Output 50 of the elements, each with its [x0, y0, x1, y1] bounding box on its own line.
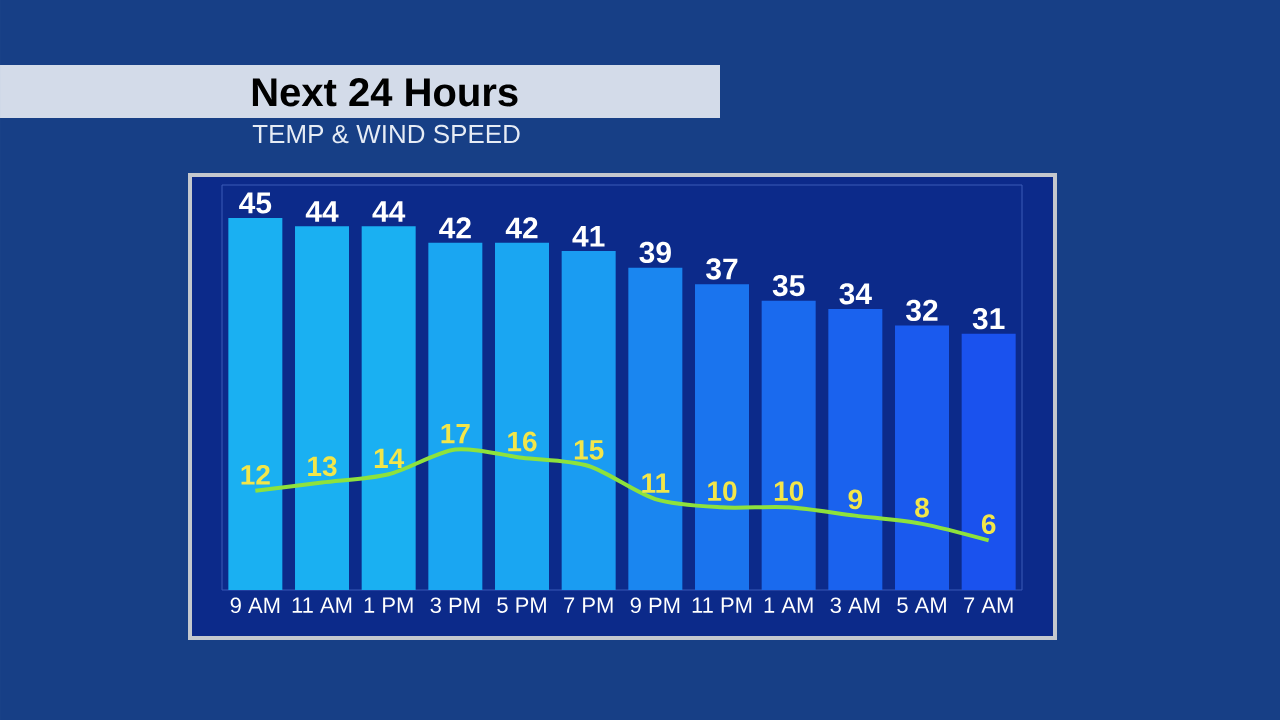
bar [695, 284, 750, 590]
bar [961, 333, 1016, 590]
chart-subtitle: TEMP & WIND SPEED [252, 124, 520, 144]
data-label: 32 [906, 299, 938, 321]
bar [761, 300, 816, 590]
data-label: 45 [239, 192, 272, 214]
x-tick-label: 1 AM [764, 597, 813, 613]
data-label: 41 [572, 225, 605, 247]
x-tick-label: 5 PM [497, 597, 546, 613]
x-tick-label: 5 AM [897, 597, 946, 613]
data-label: 17 [441, 423, 470, 444]
data-label: 10 [774, 481, 804, 501]
x-tick-label: 9 PM [630, 597, 680, 614]
data-label: 13 [308, 456, 337, 477]
data-label: 42 [439, 217, 471, 239]
data-label: 31 [972, 307, 1005, 330]
data-label: 44 [305, 201, 339, 222]
bar [628, 267, 683, 590]
bar [295, 226, 350, 590]
data-label: 8 [915, 497, 929, 518]
x-tick-label: 9 AM [230, 597, 280, 614]
data-label: 10 [708, 481, 737, 501]
x-tick-label: 1 PM [364, 597, 413, 613]
x-tick-label: 7 PM [564, 597, 613, 613]
data-label: 16 [508, 431, 537, 452]
chart-title: Next 24 Hours [252, 78, 518, 107]
x-tick-label: 7 AM [964, 597, 1013, 613]
bar [895, 325, 949, 590]
bar [495, 242, 550, 590]
data-label: 44 [372, 201, 406, 222]
bar [361, 226, 416, 590]
data-label: 42 [505, 217, 538, 239]
data-label: 6 [981, 514, 996, 535]
data-label: 14 [374, 448, 405, 468]
data-label: 9 [848, 489, 863, 510]
data-label: 37 [706, 258, 738, 280]
x-tick-label: 3 AM [830, 597, 880, 614]
x-tick-label: 11 PM [692, 597, 752, 613]
bar [228, 218, 283, 590]
bar [428, 242, 483, 590]
bar [561, 251, 616, 590]
x-tick-label: 3 PM [430, 597, 480, 614]
x-tick-label: 11 AM [292, 597, 352, 613]
data-label: 35 [772, 274, 805, 297]
data-label: 11 [642, 473, 670, 493]
bar [828, 308, 883, 590]
data-label: 12 [241, 464, 270, 485]
data-label: 34 [839, 283, 872, 305]
data-label: 15 [574, 440, 604, 460]
data-label: 39 [639, 241, 671, 264]
